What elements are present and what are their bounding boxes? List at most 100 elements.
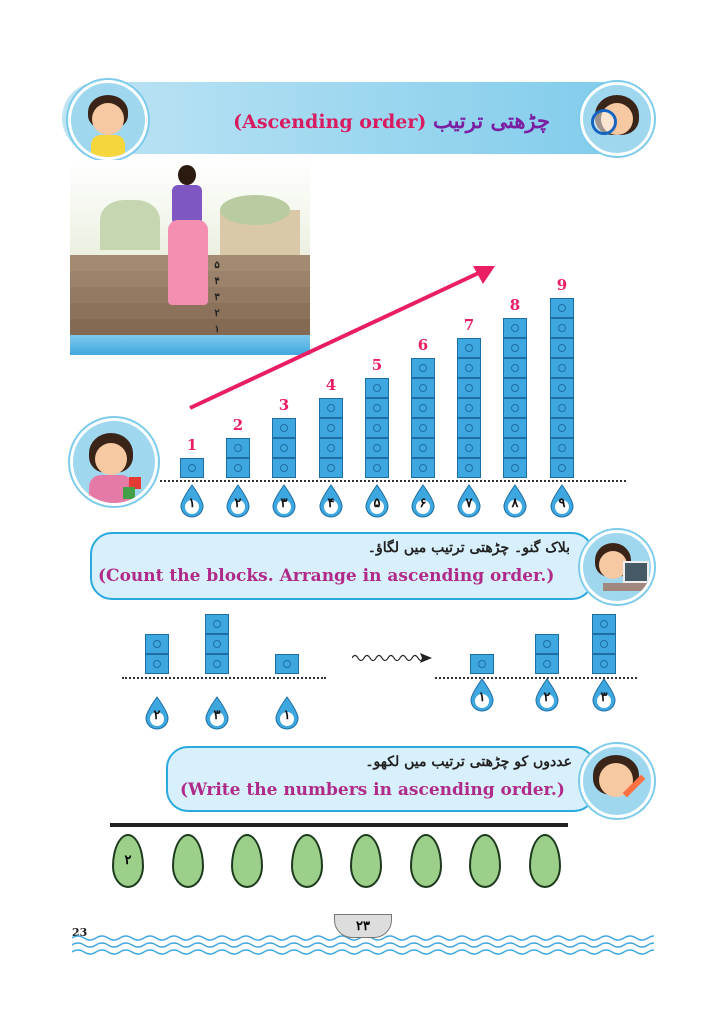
left-drop-3: ۱: [274, 696, 300, 730]
bar-7-cube: [457, 358, 481, 378]
drop-4: ۴: [318, 484, 344, 518]
bar-8-cube: [503, 398, 527, 418]
title-urdu: چڑھتی ترتیب: [432, 108, 550, 133]
leaf-4[interactable]: [291, 834, 323, 888]
drop-3: ۳: [271, 484, 297, 518]
leaf-2[interactable]: [172, 834, 204, 888]
bar-6-cube: [411, 438, 435, 458]
leaf-5[interactable]: [350, 834, 382, 888]
bar-9-cube: [550, 438, 574, 458]
right-drop-2: ۲: [534, 678, 560, 712]
right-stack-2-cube: [535, 654, 559, 674]
woman-figure: [162, 165, 212, 310]
boat-page-badge: ۲۳: [334, 914, 392, 938]
bar-8-cube: [503, 438, 527, 458]
leaf-7[interactable]: [469, 834, 501, 888]
bar-6-cube: [411, 458, 435, 478]
bar-8-cube: [503, 458, 527, 478]
drop-7-label: ۷: [465, 496, 473, 511]
drop-7: ۷: [456, 484, 482, 518]
drop-4-label: ۴: [327, 496, 335, 511]
leaf-1[interactable]: ۲: [112, 834, 144, 888]
drop-5-label: ۵: [373, 496, 381, 511]
stair-label-5: ۵: [214, 260, 220, 271]
left-drop-2-label: ۳: [213, 708, 221, 723]
chart-baseline: [160, 480, 626, 482]
bar-4-cube: [319, 438, 343, 458]
instruction-box-1: [90, 532, 594, 600]
bar-7-cube: [457, 418, 481, 438]
drop-9: ۹: [549, 484, 575, 518]
bar-6-cube: [411, 378, 435, 398]
drop-2: ۲: [225, 484, 251, 518]
exercise-right-baseline: [435, 677, 637, 679]
bar-2-cube: [226, 458, 250, 478]
stair-label-4: ۴: [214, 276, 220, 287]
leaves-row: ۲: [112, 834, 561, 888]
bar-7-cube: [457, 458, 481, 478]
drop-5: ۵: [364, 484, 390, 518]
bar-6-cube: [411, 418, 435, 438]
leaf-1-label: ۲: [124, 853, 132, 868]
bar-8-cube: [503, 338, 527, 358]
bar-9-cube: [550, 358, 574, 378]
drop-6-label: ۶: [419, 496, 427, 511]
bar-label-2: 2: [232, 416, 244, 434]
bar-7-cube: [457, 338, 481, 358]
bar-label-7: 7: [463, 316, 475, 334]
bar-3-cube: [272, 438, 296, 458]
drop-1: ۱: [179, 484, 205, 518]
header-banner: [62, 82, 654, 154]
girl-avatar-icon: [68, 80, 148, 160]
left-stack-2-cube: [205, 654, 229, 674]
computer-girl-avatar-icon: [580, 530, 654, 604]
leaf-8[interactable]: [529, 834, 561, 888]
bar-8-cube: [503, 418, 527, 438]
urdu-page-number: ۲۳: [356, 919, 370, 934]
right-stack-3-cube: [592, 634, 616, 654]
stairs-illustration: ۵ ۴ ۳ ۲ ۱: [70, 160, 310, 355]
left-stack-1-cube: [145, 654, 169, 674]
bar-7-cube: [457, 438, 481, 458]
exercise-1: ۲ ۳ ۱ ۱ ۲ ۳: [144, 614, 616, 730]
left-drop-1: ۲: [144, 696, 170, 730]
bar-8-cube: [503, 378, 527, 398]
bar-9-cube: [550, 338, 574, 358]
bar-3-cube: [272, 418, 296, 438]
bar-5-cube: [365, 378, 389, 398]
stair-label-1: ۱: [214, 324, 220, 335]
drop-8: ۸: [502, 484, 528, 518]
left-drop-3-label: ۱: [283, 708, 291, 723]
right-stack-3-cube: [592, 614, 616, 634]
bar-2-cube: [226, 438, 250, 458]
blocks-chart: 1 ۱ 2 ۲ 3 ۳ 4 ۴ 5 ۵ 6 ۶ 7 ۷ 8 ۸ 9 ۹: [179, 276, 575, 518]
left-stack-2-cube: [205, 634, 229, 654]
instruction-box-2: [166, 746, 596, 812]
bar-9-cube: [550, 418, 574, 438]
drop-3-label: ۳: [280, 496, 288, 511]
left-drop-2: ۳: [204, 696, 230, 730]
page-title: (Ascending order) چڑھتی ترتیب: [180, 108, 550, 133]
leaf-6[interactable]: [410, 834, 442, 888]
bar-label-8: 8: [509, 296, 521, 314]
bar-label-5: 5: [371, 356, 383, 374]
stair-label-3: ۳: [214, 292, 220, 303]
leaf-3[interactable]: [231, 834, 263, 888]
bar-label-1: 1: [186, 436, 198, 454]
bar-8-cube: [503, 318, 527, 338]
right-stack-2-cube: [535, 634, 559, 654]
child-blocks-avatar-icon: [70, 418, 158, 506]
bar-4-cube: [319, 458, 343, 478]
bar-5-cube: [365, 458, 389, 478]
bar-label-6: 6: [417, 336, 429, 354]
drop-9-label: ۹: [558, 496, 566, 511]
bar-9-cube: [550, 318, 574, 338]
magnifier-girl-avatar-icon: [580, 82, 654, 156]
right-drop-1-label: ۱: [478, 690, 486, 705]
bar-4-cube: [319, 418, 343, 438]
bar-6-cube: [411, 398, 435, 418]
bar-9-cube: [550, 298, 574, 318]
left-stack-3-cube: [275, 654, 299, 674]
drop-8-label: ۸: [511, 496, 519, 511]
bar-label-3: 3: [278, 396, 290, 414]
